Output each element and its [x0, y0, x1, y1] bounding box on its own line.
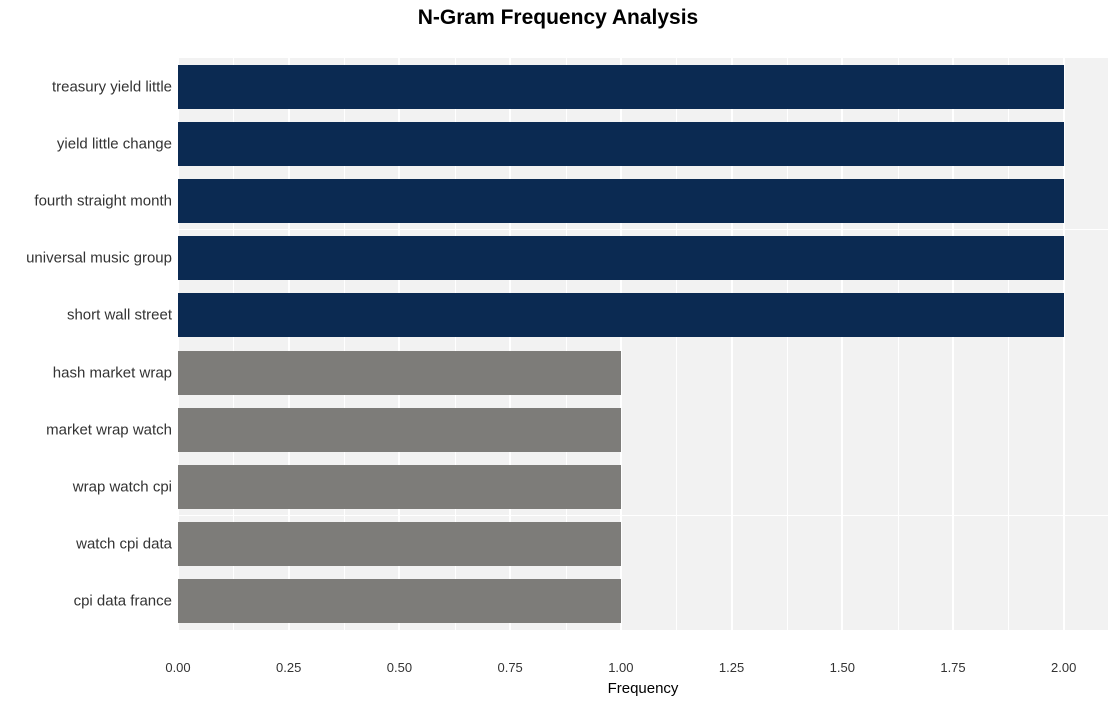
y-tick-label: yield little change [57, 135, 172, 152]
x-tick-label: 1.50 [830, 660, 855, 675]
bar [178, 465, 621, 509]
bar [178, 65, 1064, 109]
x-tick-label: 1.00 [608, 660, 633, 675]
plot-area: Frequency treasury yield littleyield lit… [178, 36, 1108, 650]
y-tick-label: universal music group [26, 250, 172, 267]
x-tick-label: 0.75 [497, 660, 522, 675]
y-tick-label: fourth straight month [34, 192, 172, 209]
y-tick-label: market wrap watch [46, 421, 172, 438]
bar [178, 351, 621, 395]
x-tick-label: 1.75 [940, 660, 965, 675]
x-tick-label: 0.25 [276, 660, 301, 675]
y-tick-label: hash market wrap [53, 364, 172, 381]
bar [178, 179, 1064, 223]
chart-title: N-Gram Frequency Analysis [0, 6, 1116, 30]
x-axis-title: Frequency [608, 680, 679, 697]
y-tick-label: watch cpi data [76, 536, 172, 553]
bar [178, 522, 621, 566]
y-tick-label: cpi data france [74, 593, 172, 610]
ngram-frequency-chart: N-Gram Frequency Analysis Frequency trea… [0, 0, 1116, 701]
bar [178, 122, 1064, 166]
x-tick-label: 2.00 [1051, 660, 1076, 675]
bar [178, 408, 621, 452]
y-tick-label: treasury yield little [52, 78, 172, 95]
bar [178, 579, 621, 623]
bar [178, 236, 1064, 280]
bar [178, 293, 1064, 337]
y-tick-label: short wall street [67, 307, 172, 324]
x-tick-label: 0.00 [165, 660, 190, 675]
x-tick-label: 0.50 [387, 660, 412, 675]
x-tick-label: 1.25 [719, 660, 744, 675]
y-tick-label: wrap watch cpi [73, 478, 172, 495]
